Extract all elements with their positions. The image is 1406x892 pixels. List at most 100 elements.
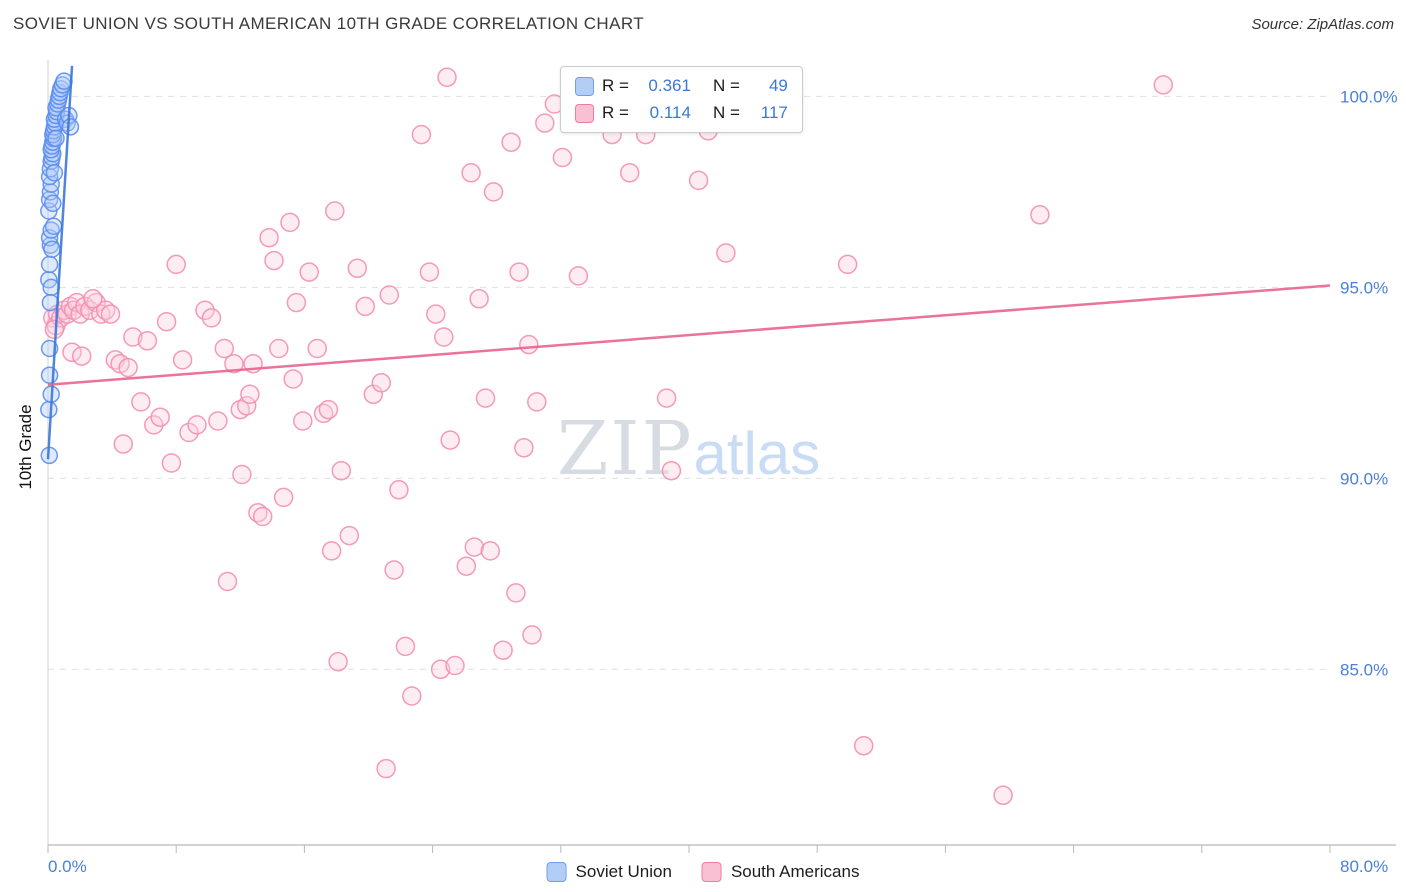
data-point: [252, 506, 273, 527]
trend-line: [46, 65, 74, 460]
y-axis-label: 10th Grade: [16, 404, 35, 490]
data-point: [299, 262, 319, 282]
data-point: [307, 338, 327, 359]
data-point: [434, 327, 454, 347]
legend-label-soviet-union: Soviet Union: [575, 862, 672, 881]
data-point: [426, 304, 446, 324]
axes-lines: [47, 60, 1396, 853]
data-point: [187, 415, 207, 435]
data-point: [131, 392, 151, 412]
data-point: [118, 357, 138, 378]
data-point: [47, 129, 65, 148]
data-point: [437, 67, 457, 88]
data-point: [79, 300, 100, 321]
data-point: [535, 113, 555, 133]
data-point: [179, 422, 199, 443]
page-title: SOVIET UNION VS SOUTH AMERICAN 10TH GRAD…: [13, 14, 644, 33]
data-point: [483, 182, 504, 202]
data-point: [331, 460, 352, 481]
data-point: [43, 240, 61, 258]
data-point: [201, 308, 222, 328]
data-point: [568, 266, 589, 286]
soviet-union-swatch: [575, 76, 594, 96]
data-point: [62, 342, 82, 363]
y-tick-label: 95.0%: [1340, 278, 1388, 297]
data-point: [325, 201, 345, 221]
data-point: [137, 331, 158, 351]
data-point: [280, 212, 300, 233]
r-label: R =: [602, 103, 629, 122]
data-point: [269, 338, 289, 359]
data-point: [123, 327, 143, 347]
data-point: [328, 651, 348, 672]
data-point: [461, 163, 481, 183]
series-legend: Soviet Union South Americans: [546, 862, 860, 882]
legend-item-soviet-union: Soviet Union: [546, 862, 672, 882]
data-point: [40, 255, 59, 274]
data-point: [445, 655, 465, 676]
data-point: [286, 292, 307, 313]
data-point: [522, 625, 542, 645]
data-point: [208, 411, 228, 431]
data-point: [273, 487, 294, 508]
stats-row-south-americans: R = 0.114 N = 117: [575, 103, 788, 123]
data-point: [100, 304, 121, 324]
data-point: [419, 262, 440, 282]
data-point: [716, 243, 736, 263]
data-point: [506, 583, 526, 603]
data-point: [480, 541, 501, 561]
data-point: [430, 659, 451, 680]
data-point: [1030, 205, 1050, 225]
data-point: [475, 388, 496, 408]
data-point: [113, 434, 134, 454]
data-point: [166, 254, 186, 275]
n-label: N =: [712, 103, 740, 122]
data-point: [514, 438, 534, 458]
data-point: [379, 285, 400, 305]
data-point: [389, 480, 409, 500]
data-point: [71, 346, 92, 366]
data-point: [519, 334, 539, 355]
data-point: [44, 194, 62, 213]
data-point: [395, 636, 416, 657]
data-point: [527, 392, 547, 412]
data-point: [384, 560, 404, 580]
stats-row-soviet-union: R = 0.361 N = 49: [575, 76, 788, 96]
y-tick-label: 100.0%: [1340, 87, 1398, 106]
legend-label-south-americans: South Americans: [730, 862, 860, 881]
data-point: [469, 289, 489, 309]
data-point: [355, 296, 376, 317]
watermark-atlas: atlas: [693, 420, 821, 487]
n-value-soviet-union: 49: [768, 76, 788, 95]
data-point: [259, 227, 279, 248]
data-point: [236, 396, 257, 416]
data-point: [195, 300, 215, 321]
data-point: [161, 453, 182, 473]
watermark-zip: ZIP: [557, 406, 694, 492]
data-point: [371, 373, 392, 393]
legend-item-south-americans: South Americans: [701, 862, 860, 882]
gridlines: 100.0% 95.0% 90.0% 85.0%: [48, 87, 1398, 679]
data-point: [993, 785, 1013, 806]
south-americans-points: [43, 67, 1174, 806]
data-point: [552, 147, 573, 168]
data-point: [440, 430, 460, 450]
data-point: [40, 366, 59, 384]
data-point: [283, 369, 303, 389]
r-value-soviet-union: 0.361: [648, 76, 691, 95]
data-point: [1153, 75, 1174, 95]
south-americans-legend-swatch: [701, 862, 722, 882]
data-point: [264, 250, 284, 271]
south-americans-swatch: [575, 103, 594, 123]
y-tick-label: 90.0%: [1340, 469, 1388, 488]
data-point: [83, 289, 103, 309]
data-point: [45, 164, 64, 182]
soviet-union-legend-swatch: [546, 862, 567, 882]
source-attribution: Source: ZipAtlas.com: [1251, 16, 1394, 33]
data-point: [156, 311, 177, 332]
data-point: [656, 388, 677, 408]
data-point: [501, 132, 521, 152]
data-point: [493, 640, 513, 660]
